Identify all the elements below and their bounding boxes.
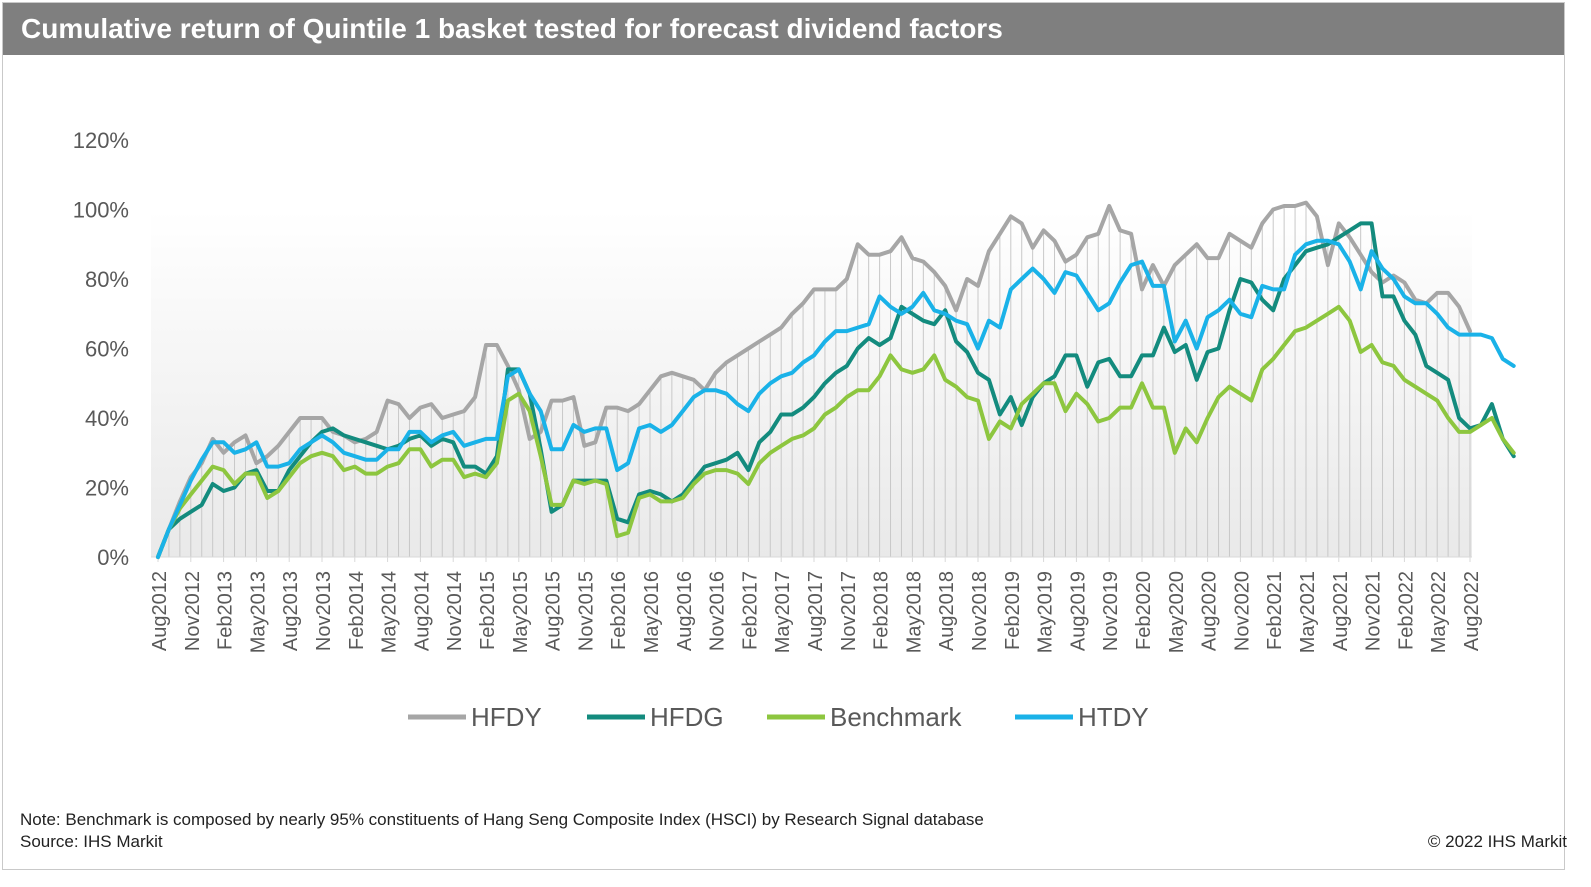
x-tick-label: Aug2015 [543,571,565,651]
series-line-htdy [156,238,1516,559]
x-tick-label: Nov2021 [1363,571,1385,651]
x-tick-label: Aug2020 [1199,571,1221,651]
y-tick-label: 20% [85,476,129,501]
y-tick-label: 60% [85,337,129,362]
x-tick-label: May2020 [1166,571,1188,653]
series-line-benchmark [156,304,1516,559]
x-tick-label: Aug2016 [674,571,696,651]
x-tick-label: Feb2014 [346,571,368,650]
x-tick-label: Aug2012 [149,571,171,651]
x-tick-label: May2013 [247,571,269,653]
x-tick-label: Feb2017 [739,571,761,650]
legend-label-hfdy: HFDY [471,702,542,732]
x-tick-label: May2021 [1297,571,1319,653]
x-tick-label: Aug2018 [936,571,958,651]
x-tick-label: Nov2018 [969,571,991,651]
x-tick-label: Feb2021 [1264,571,1286,650]
x-tick-label: Aug2021 [1330,571,1352,651]
y-tick-label: 0% [97,545,129,570]
plot-area [151,210,1472,557]
x-tick-label: May2022 [1428,571,1450,653]
x-tick-label: May2018 [903,571,925,653]
x-tick-label: Feb2015 [477,571,499,650]
x-tick-label: Aug2019 [1067,571,1089,651]
x-tick-label: Aug2017 [805,571,827,651]
x-tick-label: May2017 [772,571,794,653]
y-tick-label: 80% [85,267,129,292]
y-axis: 0% 20% 40% 60% 80% 100% 120% [73,128,129,570]
x-tick-label: Nov2013 [313,571,335,651]
x-tick-label: Aug2013 [280,571,302,651]
chart-title: Cumulative return of Quintile 1 basket t… [21,13,1003,44]
x-tick-label: May2016 [641,571,663,653]
x-tick-label: May2015 [510,571,532,653]
x-tick-label: Feb2020 [1133,571,1155,650]
y-tick-label: 40% [85,406,129,431]
x-tick-label: Nov2017 [838,571,860,651]
legend-label-benchmark: Benchmark [830,702,962,732]
x-axis: Aug2012 Nov2012 Feb2013 May2013 Aug2013 Nov20… [149,557,1483,653]
x-tick-label: Nov2020 [1231,571,1253,651]
title-bar: Cumulative return of Quintile 1 basket t… [3,3,1564,55]
x-tick-label: Nov2014 [444,571,466,651]
x-tick-label: Feb2022 [1395,571,1417,650]
x-tick-label: Nov2016 [707,571,729,651]
y-tick-label: 100% [73,198,129,223]
series-lines [156,200,1516,559]
x-tick-label: Feb2013 [215,571,237,650]
x-tick-label: May2014 [379,571,401,653]
x-tick-label: Nov2019 [1100,571,1122,651]
x-tick-label: Nov2015 [575,571,597,651]
x-tick-label: Aug2022 [1461,571,1483,651]
copyright-note: © 2022 IHS Markit [1427,832,1567,851]
x-tick-label: Feb2018 [871,571,893,650]
source-note: Source: IHS Markit [20,832,163,851]
y-tick-label: 120% [73,128,129,153]
x-tick-label: Feb2019 [1002,571,1024,650]
x-tick-label: Nov2012 [182,571,204,651]
footnote: Note: Benchmark is composed by nearly 95… [20,810,984,829]
legend-label-htdy: HTDY [1078,702,1149,732]
x-tick-label: Aug2014 [411,571,433,651]
legend: HFDY HFDG Benchmark HTDY [408,702,1149,732]
x-tick-label: Feb2016 [608,571,630,650]
x-tick-label: May2019 [1035,571,1057,653]
series-line-hfdy [156,200,1472,559]
legend-label-hfdg: HFDG [650,702,724,732]
